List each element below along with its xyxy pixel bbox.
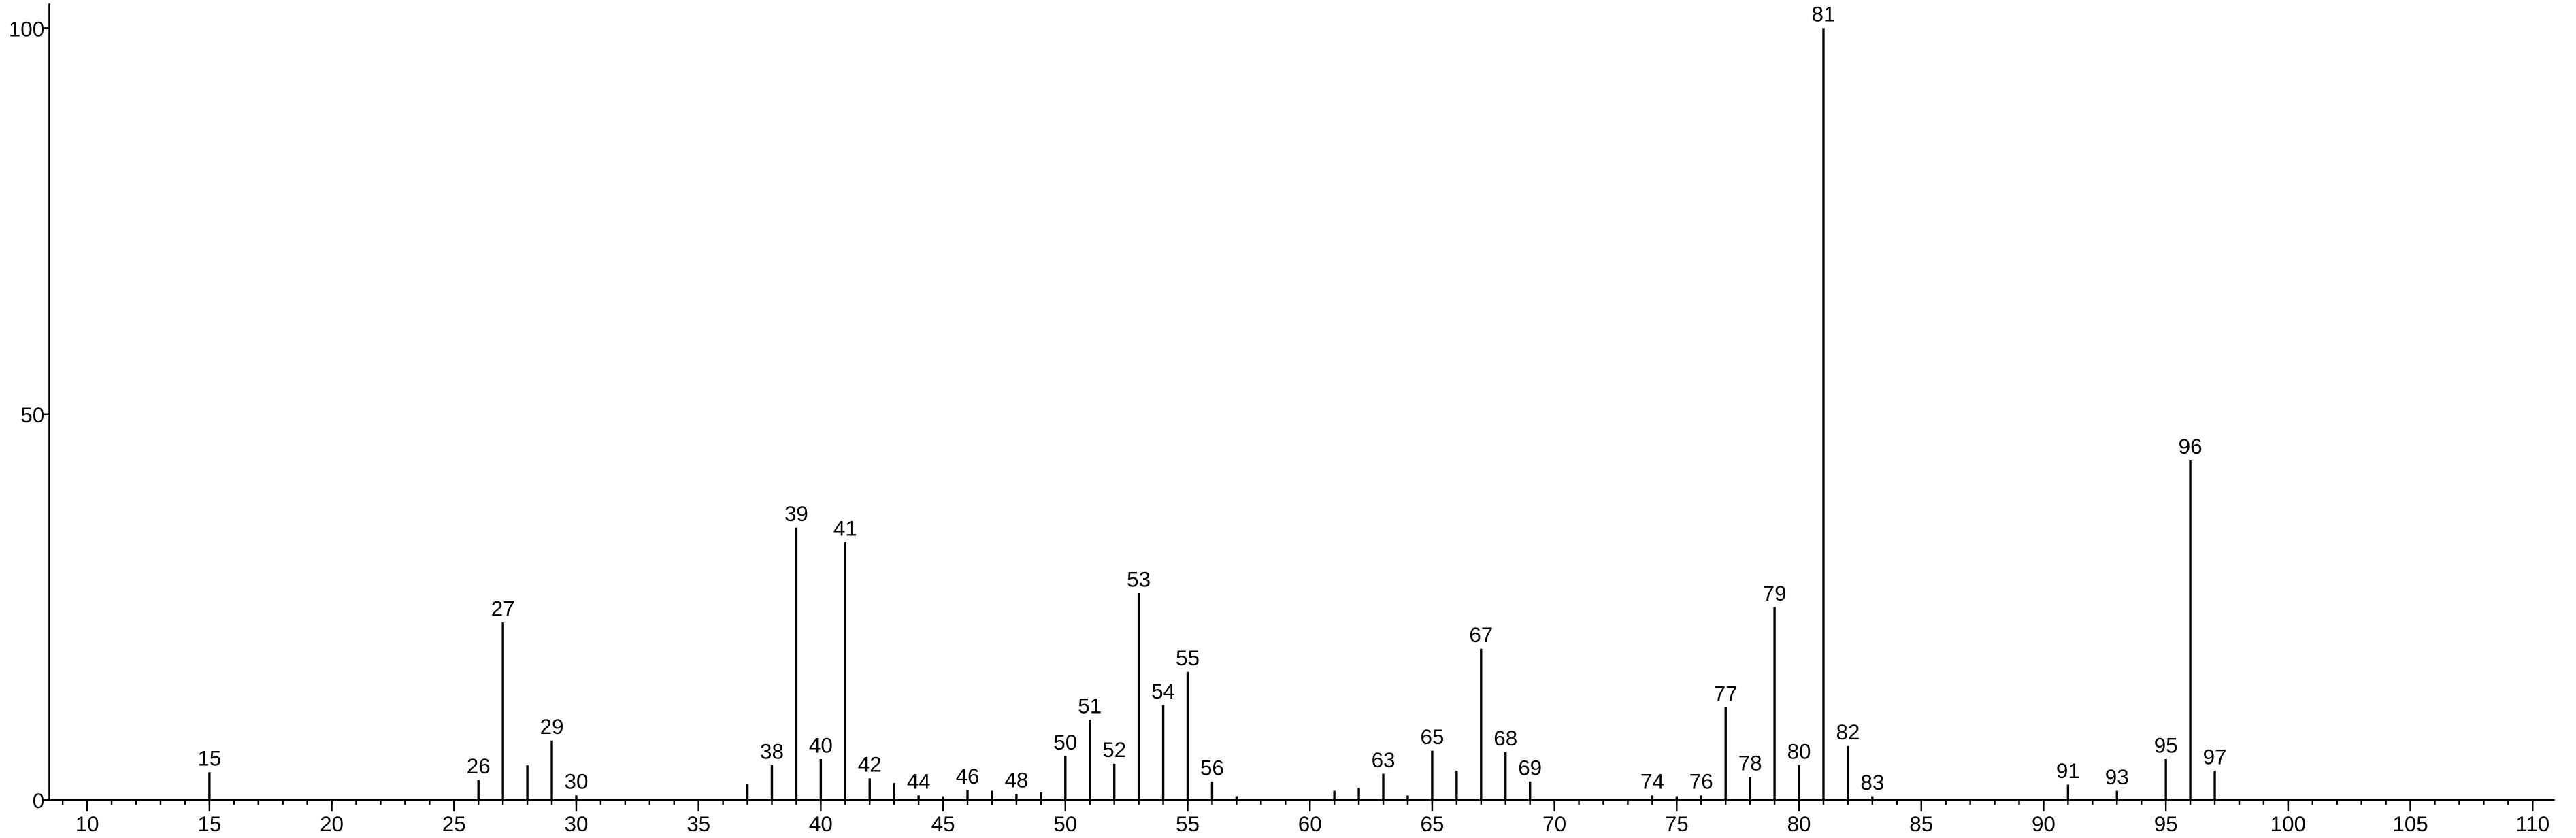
x-tick-label: 100	[2270, 812, 2306, 836]
peak-label: 27	[491, 597, 515, 621]
x-tick-label: 90	[2032, 812, 2055, 836]
peak-label: 68	[1493, 726, 1517, 750]
x-tick-label: 30	[565, 812, 589, 836]
peak-label: 80	[1787, 739, 1811, 763]
y-tick-label: 50	[20, 403, 44, 427]
peak-label: 30	[565, 770, 589, 794]
peak-label: 40	[809, 733, 833, 757]
peak-label: 26	[467, 754, 491, 778]
peak-label: 63	[1372, 748, 1396, 772]
peak-label: 77	[1714, 682, 1738, 705]
x-tick-label: 95	[2154, 812, 2178, 836]
x-tick-label: 75	[1665, 812, 1689, 836]
x-tick-label: 20	[320, 812, 344, 836]
x-tick-label: 40	[809, 812, 833, 836]
peak-label: 81	[1812, 3, 1836, 27]
x-tick-label: 105	[2392, 812, 2428, 836]
peak-label: 97	[2203, 745, 2227, 769]
peak-label: 69	[1518, 756, 1542, 780]
peak-label: 50	[1053, 731, 1077, 754]
x-tick-label: 80	[1787, 812, 1811, 836]
x-tick-label: 15	[197, 812, 221, 836]
x-tick-label: 45	[931, 812, 955, 836]
x-tick-label: 35	[687, 812, 710, 836]
peak-label: 76	[1689, 770, 1713, 794]
peak-label: 46	[956, 765, 980, 788]
peak-label: 82	[1836, 720, 1860, 744]
x-tick-label: 110	[2515, 812, 2549, 836]
peak-label: 51	[1078, 694, 1102, 718]
peak-label: 54	[1151, 680, 1175, 703]
peak-label: 83	[1860, 771, 1884, 794]
x-tick-label: 65	[1420, 812, 1444, 836]
x-tick-label: 50	[1053, 812, 1077, 836]
x-tick-label: 55	[1176, 812, 1200, 836]
peak-label: 41	[833, 516, 857, 540]
peak-label: 52	[1102, 738, 1126, 762]
peak-label: 15	[197, 747, 221, 771]
peak-label: 48	[1004, 768, 1028, 792]
y-tick-label: 100	[9, 17, 44, 41]
peak-label: 91	[2056, 759, 2080, 783]
x-tick-label: 70	[1542, 812, 1566, 836]
peak-label: 96	[2179, 435, 2202, 458]
x-tick-label: 85	[1909, 812, 1933, 836]
peak-label: 93	[2105, 765, 2129, 789]
peak-label: 29	[540, 715, 564, 739]
peak-label: 74	[1640, 770, 1664, 794]
peak-label: 42	[858, 753, 882, 777]
peak-label: 78	[1738, 751, 1762, 775]
peak-label: 53	[1127, 567, 1151, 591]
x-tick-label: 10	[76, 812, 99, 836]
x-tick-label: 25	[442, 812, 466, 836]
peak-label: 39	[785, 502, 808, 526]
peak-label: 56	[1200, 756, 1224, 780]
peak-label: 38	[760, 739, 784, 763]
y-tick-label: 0	[33, 789, 44, 813]
peak-label: 79	[1763, 582, 1787, 605]
peak-label: 55	[1176, 646, 1200, 670]
peak-label: 44	[907, 770, 931, 794]
x-tick-label: 60	[1298, 812, 1322, 836]
peak-label: 65	[1420, 725, 1444, 749]
peak-label: 67	[1469, 623, 1493, 647]
peak-label: 95	[2154, 733, 2178, 757]
